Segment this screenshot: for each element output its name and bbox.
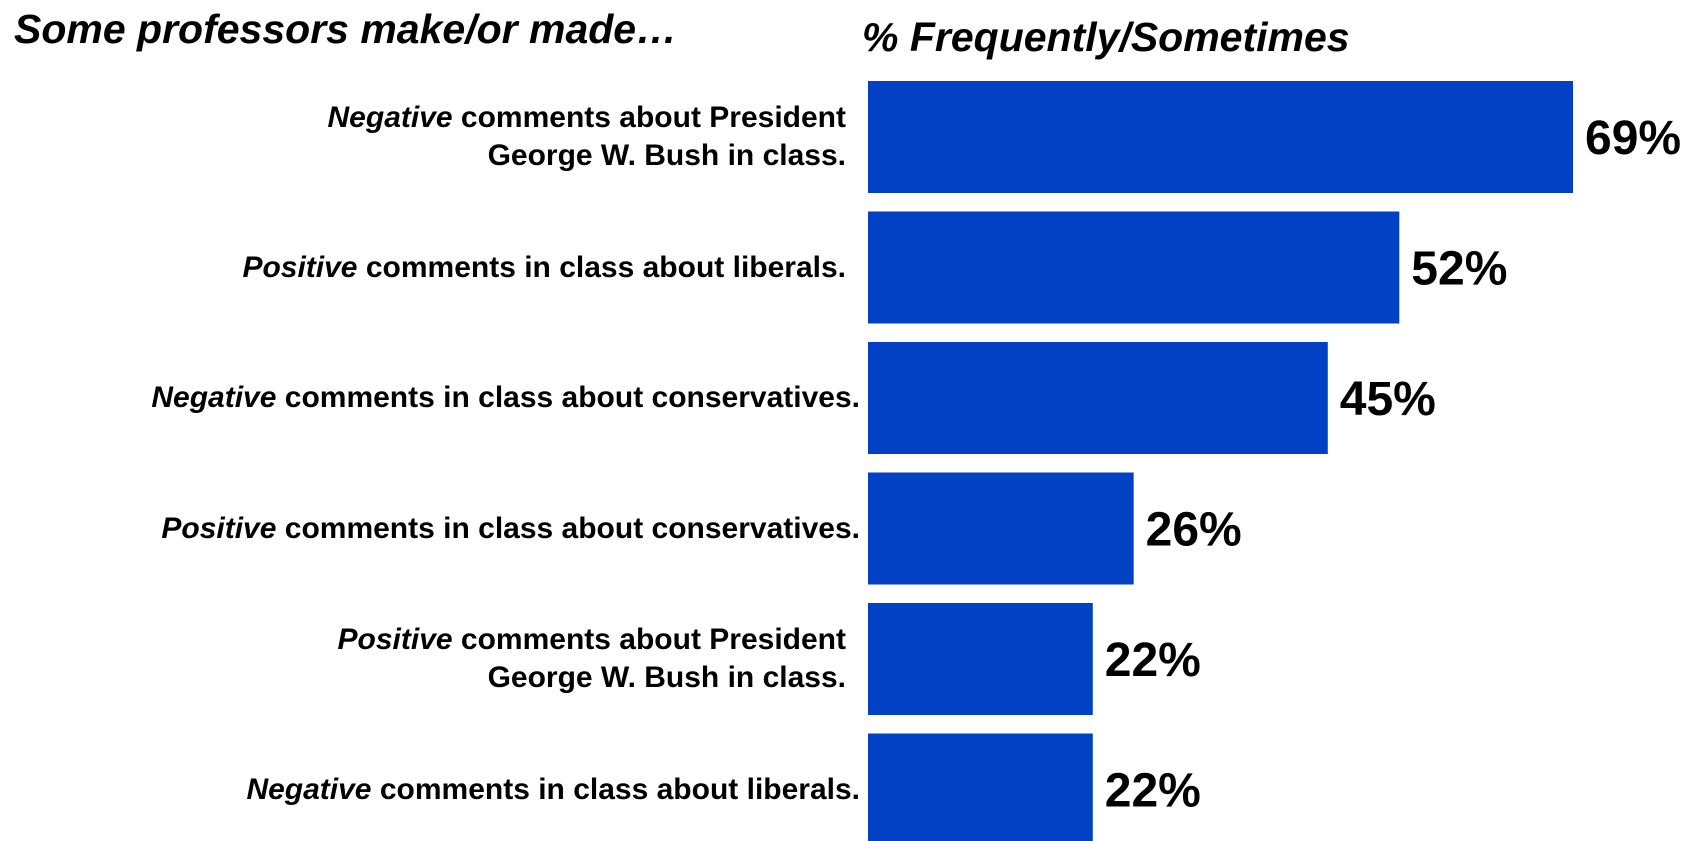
chart-title: % Frequently/Sometimes: [862, 14, 1350, 60]
bar-3: [868, 342, 1328, 454]
category-label-5: Positive comments about President George …: [337, 623, 846, 694]
bar-4: [868, 472, 1134, 585]
bar-6: [868, 733, 1093, 841]
bar-5: [868, 603, 1093, 715]
category-label-4: Positive comments in class about conserv…: [161, 511, 860, 545]
data-label-4: 26%: [1146, 504, 1242, 557]
data-label-1: 69%: [1585, 112, 1681, 165]
data-label-2: 52%: [1411, 243, 1507, 296]
category-label-1: Negative comments about President George …: [327, 101, 846, 172]
bar-1: [868, 81, 1573, 193]
data-label-5: 22%: [1105, 634, 1201, 687]
data-label-6: 22%: [1105, 765, 1201, 818]
category-label-3: Negative comments in class about conserv…: [151, 381, 860, 414]
data-label-3: 45%: [1340, 373, 1436, 426]
bar-2: [868, 211, 1400, 324]
category-label-2: Positive comments in class about liberal…: [242, 250, 846, 284]
chart-left-title: Some professors make/or made…: [14, 6, 678, 52]
category-label-6: Negative comments in class about liberal…: [246, 772, 860, 806]
